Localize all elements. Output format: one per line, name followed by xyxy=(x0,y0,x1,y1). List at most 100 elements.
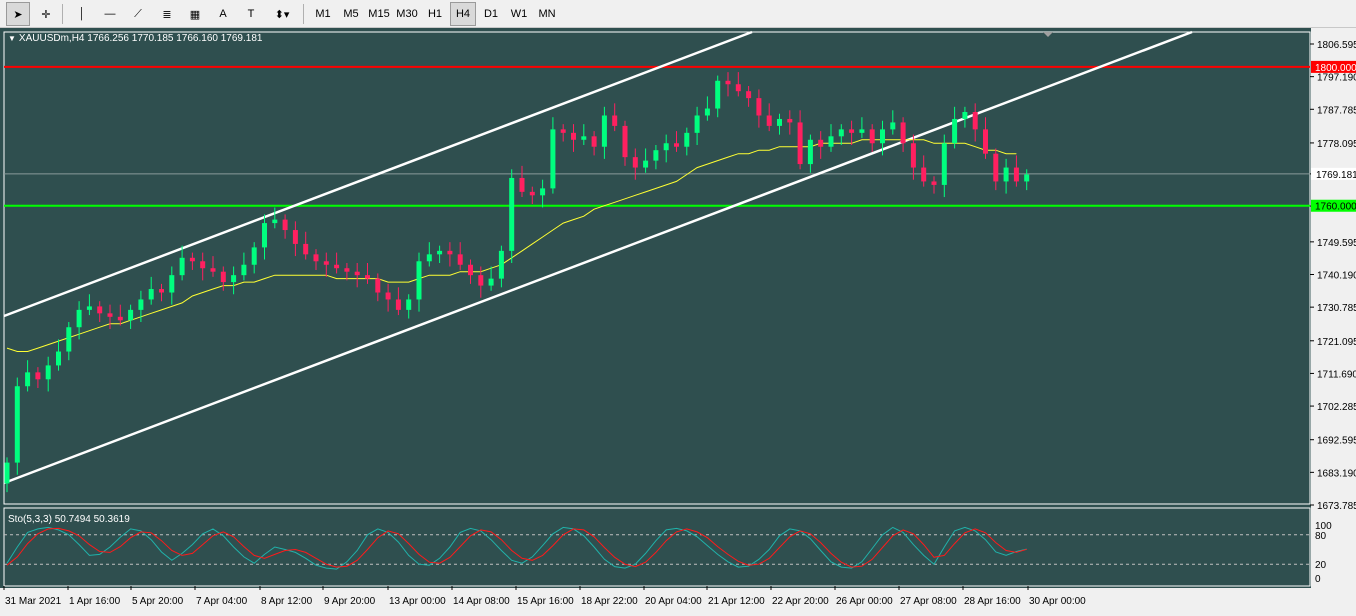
horizontal-line-label: 1760.000 xyxy=(1315,202,1356,213)
candle-body xyxy=(560,129,566,133)
stochastic-level-label: 20 xyxy=(1315,560,1327,571)
candle-body xyxy=(910,143,916,168)
candle-body xyxy=(498,250,504,279)
candle-body xyxy=(313,254,319,262)
candle-body xyxy=(663,143,669,151)
horizontal-line-tag xyxy=(1311,199,1356,212)
candle-body xyxy=(45,365,51,380)
x-tick-label: 8 Apr 12:00 xyxy=(261,596,313,607)
candle-body xyxy=(282,219,288,231)
candle-body xyxy=(303,243,309,255)
chart-window[interactable]: 1806.595 1797.190 1787.785 1778.095 1769.181… xyxy=(0,28,1356,616)
candle-body xyxy=(323,261,329,265)
x-tick-label: 18 Apr 22:00 xyxy=(581,596,638,607)
toolbar-separator xyxy=(303,4,304,24)
candle-body xyxy=(262,223,267,248)
arrows-icon[interactable]: ⬍▾ xyxy=(274,8,290,21)
channel-lower-line[interactable] xyxy=(3,30,1193,485)
timeframe-m15-button[interactable]: M15 xyxy=(368,8,390,20)
y-tick-label: 1797.190 xyxy=(1317,73,1356,84)
y-tick-label: 1702.285 xyxy=(1317,402,1356,413)
candle-body xyxy=(344,268,350,272)
candle-body xyxy=(694,115,700,133)
timeframe-m5-button[interactable]: M5 xyxy=(343,8,359,20)
candle-body xyxy=(921,167,927,182)
x-tick-label: 1 Apr 16:00 xyxy=(69,596,121,607)
current-price-label: 1769.181 xyxy=(1316,170,1356,181)
candle-body xyxy=(56,351,61,366)
candle-body xyxy=(385,292,391,300)
vertical-line-icon[interactable]: │ xyxy=(78,8,86,20)
candle-body xyxy=(581,136,587,140)
candle-body xyxy=(735,84,741,92)
y-tick-label: 1778.095 xyxy=(1317,139,1356,150)
timeframe-w1-button[interactable]: W1 xyxy=(510,8,528,20)
candle-body xyxy=(76,309,82,328)
candle-body xyxy=(66,327,72,352)
candle-body xyxy=(117,316,123,321)
candle-body xyxy=(880,129,885,144)
symbol-ohlc-header: ▼ XAUUSDm,H4 1766.256 1770.185 1766.160 1… xyxy=(8,33,262,44)
stochastic-main-line xyxy=(6,526,1027,570)
text-label-icon[interactable]: T xyxy=(247,8,255,20)
candle-body xyxy=(591,136,597,147)
candle-body xyxy=(292,230,298,244)
x-tick-label: 27 Apr 08:00 xyxy=(900,596,957,607)
candle-body xyxy=(746,91,752,99)
x-tick-label: 20 Apr 04:00 xyxy=(645,596,702,607)
text-icon[interactable]: A xyxy=(219,8,227,20)
candle-body xyxy=(148,289,154,300)
cursor-icon[interactable]: ➤ xyxy=(6,2,30,26)
candle-body xyxy=(4,462,10,484)
chart-background xyxy=(0,28,1356,616)
candle-body xyxy=(540,188,546,196)
timeframe-h4-button[interactable]: H4 xyxy=(450,2,476,26)
candle-body xyxy=(818,139,824,147)
x-tick-label: 7 Apr 04:00 xyxy=(196,596,248,607)
timeframe-d1-button[interactable]: D1 xyxy=(483,8,499,20)
candle-body xyxy=(900,122,906,144)
candle-body xyxy=(632,157,638,168)
candle-body xyxy=(838,129,844,137)
candle-body xyxy=(529,191,535,196)
symbol-ohlc-text: XAUUSDm,H4 1766.256 1770.185 1766.160 17… xyxy=(18,33,263,44)
candle-body xyxy=(107,313,113,317)
candle-body xyxy=(612,115,618,126)
stochastic-level-label: 80 xyxy=(1315,531,1327,542)
candle-body xyxy=(272,219,278,224)
chart-shift-marker-icon[interactable] xyxy=(1043,32,1053,37)
x-tick-label: 13 Apr 00:00 xyxy=(389,596,446,607)
candle-body xyxy=(447,250,453,255)
fibo-fan-icon[interactable]: ▦ xyxy=(189,8,201,21)
timeframe-m30-button[interactable]: M30 xyxy=(396,8,418,20)
fibonacci-icon[interactable]: ≣ xyxy=(162,8,172,21)
timeframe-mn-button[interactable]: MN xyxy=(538,8,556,20)
crosshair-icon[interactable]: ✛ xyxy=(41,8,51,21)
timeframe-m1-button[interactable]: M1 xyxy=(315,8,331,20)
price-chart[interactable]: 1806.595 1797.190 1787.785 1778.095 1769.181… xyxy=(0,28,1356,616)
candle-body xyxy=(457,254,463,265)
horizontal-line-icon[interactable]: — xyxy=(104,8,116,20)
candle-body xyxy=(643,160,649,168)
candle-body xyxy=(200,261,206,269)
candle-body xyxy=(983,129,988,154)
y-tick-label: 1711.690 xyxy=(1317,369,1356,380)
timeframe-h1-button[interactable]: H1 xyxy=(427,8,443,20)
candle-body xyxy=(395,299,401,310)
candle-body xyxy=(807,139,813,165)
collapse-triangle-icon[interactable]: ▼ xyxy=(8,34,16,43)
horizontal-line-tag xyxy=(1311,60,1356,73)
x-tick-label: 9 Apr 20:00 xyxy=(324,596,376,607)
candle-body xyxy=(550,129,556,189)
trendline-icon[interactable]: ⟋ xyxy=(134,7,142,20)
y-tick-label: 1673.785 xyxy=(1317,501,1356,512)
horizontal-line-label: 1800.000 xyxy=(1315,63,1356,74)
candle-body xyxy=(704,108,710,116)
y-tick-label: 1787.785 xyxy=(1317,105,1356,116)
channel-upper-line[interactable] xyxy=(3,30,753,318)
y-tick-label: 1806.595 xyxy=(1317,40,1356,51)
candle-body xyxy=(941,143,947,185)
candle-body xyxy=(241,264,247,276)
candle-body xyxy=(35,372,41,380)
candle-body xyxy=(684,132,690,147)
